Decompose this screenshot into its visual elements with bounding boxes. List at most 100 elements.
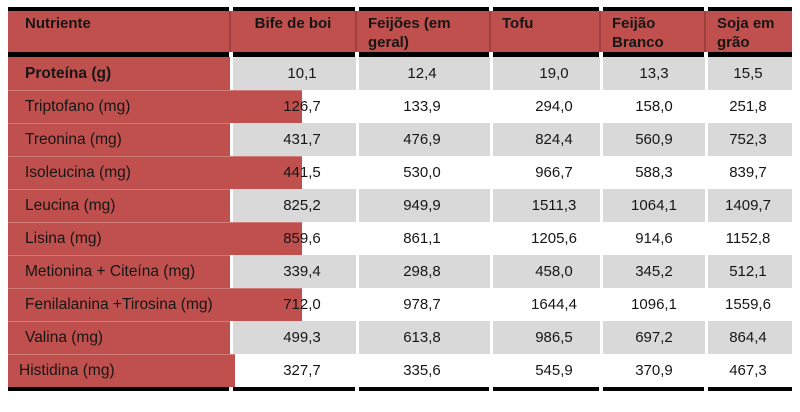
shaded-cell — [359, 321, 490, 354]
column-header: Feijão Branco — [612, 15, 664, 51]
value-cell: 512,1 — [729, 263, 767, 280]
shaded-cell — [708, 255, 792, 288]
shaded-cell — [603, 189, 705, 222]
value-cell: 824,4 — [535, 131, 573, 148]
shaded-cell — [233, 123, 356, 156]
shaded-cell — [493, 321, 600, 354]
border-gap — [229, 7, 233, 11]
value-cell: 966,7 — [535, 164, 573, 181]
value-cell: 294,0 — [535, 98, 573, 115]
shaded-cell — [603, 57, 705, 90]
table-row: Proteína (g) 10,1 12,4 19,0 13,3 15,5 — [8, 57, 792, 90]
value-cell: 1096,1 — [631, 296, 677, 313]
value-cell: 1409,7 — [725, 197, 771, 214]
row-header-cell: Fenilalanina +Tirosina (mg) — [8, 288, 302, 321]
row-header-cell: Proteína (g) — [8, 57, 230, 90]
row-header-cell: Histidina (mg) — [8, 354, 235, 387]
row-label: Metionina + Citeína (mg) — [25, 263, 196, 280]
value-cell: 499,3 — [283, 329, 321, 346]
shaded-cell — [233, 189, 356, 222]
value-cell: 530,0 — [403, 164, 441, 181]
border-gap — [355, 387, 359, 391]
row-label: Proteína (g) — [25, 65, 112, 82]
value-cell: 752,3 — [729, 131, 767, 148]
shaded-cell — [493, 57, 600, 90]
value-cell: 10,1 — [287, 65, 317, 82]
value-cell: 476,9 — [403, 131, 441, 148]
shaded-cell — [708, 189, 792, 222]
row-header-cell: Isoleucina (mg) — [8, 156, 302, 189]
value-cell: 1064,1 — [631, 197, 677, 214]
shaded-cell — [359, 57, 490, 90]
value-cell: 1511,3 — [531, 197, 577, 214]
table-row: Treonina (mg) 431,7 476,9 824,4 560,9 752,3 — [8, 123, 792, 156]
value-cell: 12,4 — [407, 65, 437, 82]
value-cell: 839,7 — [729, 164, 767, 181]
value-cell: 1205,6 — [531, 230, 577, 247]
border-gap — [704, 387, 708, 391]
row-header-cell: Lisina (mg) — [8, 222, 302, 255]
row-label: Lisina (mg) — [25, 230, 102, 247]
value-cell: 335,6 — [403, 362, 441, 379]
value-cell: 861,1 — [403, 230, 441, 247]
table-bottom-border — [8, 387, 792, 391]
value-cell: 458,0 — [535, 263, 573, 280]
column-header: Soja em grão — [717, 15, 775, 51]
nutrient-table: Nutriente Bife de boi Feijões (em geral) To… — [8, 7, 792, 391]
border-gap — [704, 7, 708, 11]
value-cell: 431,7 — [283, 131, 321, 148]
table-row: Lisina (mg) 859,6 861,1 1205,6 914,6 1152,8 — [8, 222, 792, 255]
value-cell: 19,0 — [539, 65, 569, 82]
border-gap — [599, 387, 603, 391]
value-cell: 545,9 — [535, 362, 573, 379]
row-label: Histidina (mg) — [19, 362, 115, 379]
header-cell-divider — [355, 11, 357, 52]
border-gap — [489, 387, 493, 391]
header-cell-divider — [704, 11, 706, 52]
border-gap — [599, 7, 603, 11]
header-cell-divider — [489, 11, 491, 52]
value-cell: 697,2 — [635, 329, 673, 346]
shaded-cell — [708, 57, 792, 90]
value-cell: 986,5 — [535, 329, 573, 346]
value-cell: 345,2 — [635, 263, 673, 280]
row-label: Fenilalanina +Tirosina (mg) — [25, 296, 213, 313]
row-label: Leucina (mg) — [25, 197, 116, 214]
table-row: Fenilalanina +Tirosina (mg) 712,0 978,7 164… — [8, 288, 792, 321]
value-cell: 864,4 — [729, 329, 767, 346]
column-header: Feijões (em geral) — [368, 15, 451, 51]
value-cell: 978,7 — [403, 296, 441, 313]
border-gap — [489, 7, 493, 11]
value-cell: 339,4 — [283, 263, 321, 280]
table-row: Leucina (mg) 825,2 949,9 1511,3 1064,1 1409,7 — [8, 189, 792, 222]
border-gap — [355, 7, 359, 11]
shaded-cell — [493, 123, 600, 156]
shaded-cell — [359, 189, 490, 222]
border-gap — [599, 52, 603, 57]
header-divider — [8, 52, 792, 57]
shaded-cell — [233, 321, 356, 354]
shaded-cell — [603, 321, 705, 354]
table-row: Histidina (mg) 327,7 335,6 545,9 370,9 467,3 — [8, 354, 792, 387]
value-cell: 1644,4 — [531, 296, 577, 313]
column-header: Nutriente — [25, 15, 91, 32]
value-cell: 15,5 — [733, 65, 763, 82]
shaded-cell — [603, 255, 705, 288]
shaded-cell — [233, 255, 356, 288]
value-cell: 298,8 — [403, 263, 441, 280]
table-header-row: Nutriente Bife de boi Feijões (em geral) To… — [8, 11, 792, 52]
shaded-cell — [708, 321, 792, 354]
row-header-cell: Triptofano (mg) — [8, 90, 302, 123]
row-label: Valina (mg) — [25, 329, 104, 346]
column-header: Tofu — [502, 15, 534, 32]
value-cell: 327,7 — [283, 362, 321, 379]
shaded-cell — [359, 123, 490, 156]
row-label: Isoleucina (mg) — [25, 164, 131, 181]
value-cell: 712,0 — [283, 296, 321, 313]
value-cell: 613,8 — [403, 329, 441, 346]
value-cell: 251,8 — [729, 98, 767, 115]
value-cell: 1559,6 — [725, 296, 771, 313]
table-row: Metionina + Citeína (mg) 339,4 298,8 458,0 3… — [8, 255, 792, 288]
shaded-cell — [493, 189, 600, 222]
